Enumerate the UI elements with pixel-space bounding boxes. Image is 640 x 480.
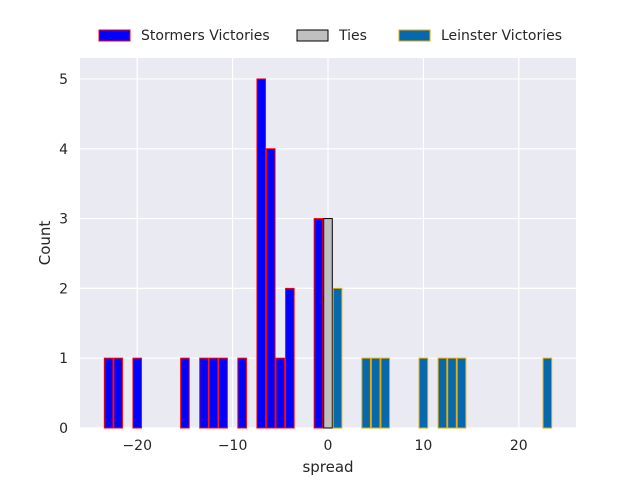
- ties-bar: [323, 218, 333, 429]
- y-tick-label: 1: [59, 351, 68, 367]
- leinster-victories-bar: [332, 287, 343, 429]
- stormers-victories-bar: [275, 357, 286, 429]
- stormers-victories-bar: [199, 357, 209, 429]
- stormers-victories-bar: [237, 357, 247, 429]
- leinster-victories-bar: [361, 357, 371, 429]
- leinster-victories-bar: [418, 357, 429, 429]
- stormers-victories-legend-swatch: [98, 29, 131, 42]
- y-tick-label: 3: [59, 212, 68, 228]
- y-tick-label: 2: [59, 281, 68, 297]
- leinster-victories-bar: [380, 357, 391, 429]
- x-tick-label: −10: [218, 438, 248, 454]
- ties-legend-label: Ties: [338, 28, 367, 44]
- leinster-victories-bar: [456, 357, 467, 429]
- leinster-victories-bar: [447, 357, 457, 429]
- y-tick-label: 5: [59, 72, 68, 88]
- x-tick-label: −20: [122, 438, 152, 454]
- leinster-victories-bar: [370, 357, 381, 429]
- stormers-victories-bar: [285, 287, 295, 429]
- stormers-victories-bar: [103, 357, 114, 429]
- ties-legend-swatch: [296, 29, 329, 42]
- y-axis-label: Count: [36, 221, 54, 266]
- bars: [103, 78, 553, 429]
- y-tick-label: 0: [59, 421, 68, 437]
- legend: Stormers Victories Ties Leinster Victories: [98, 28, 562, 44]
- stormers-victories-bar: [218, 357, 228, 429]
- stormers-victories-bar: [180, 357, 190, 429]
- stormers-victories-bar: [256, 78, 267, 429]
- x-axis-label: spread: [302, 458, 353, 476]
- stormers-victories-bar: [265, 148, 276, 429]
- stormers-victories-bar: [208, 357, 219, 429]
- leinster-victories-bar: [437, 357, 448, 429]
- x-tick-label: 10: [414, 438, 432, 454]
- x-tick-label: 20: [510, 438, 528, 454]
- y-tick-label: 4: [59, 142, 68, 158]
- stormers-victories-bar: [132, 357, 143, 429]
- stormers-victories-bar: [113, 357, 123, 429]
- stormers-victories-legend-label: Stormers Victories: [141, 28, 270, 44]
- x-tick-label: 0: [324, 438, 333, 454]
- y-axis-ticks: 0 1 2 3 4 5: [59, 72, 68, 437]
- stormers-victories-bar: [313, 218, 324, 429]
- x-axis-ticks: −20 −10 0 10 20: [122, 438, 527, 454]
- leinster-victories-legend-label: Leinster Victories: [441, 28, 562, 44]
- leinster-victories-legend-swatch: [398, 29, 431, 42]
- leinster-victories-bar: [542, 357, 553, 429]
